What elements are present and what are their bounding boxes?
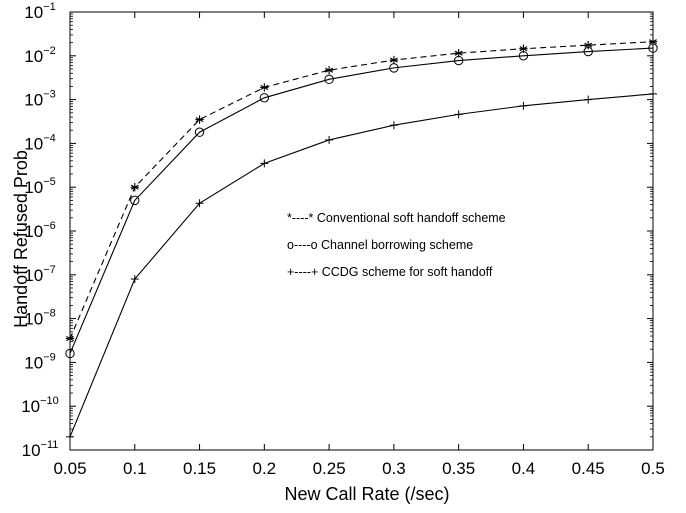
point-channel-borrowing-scheme [324,74,334,85]
point-conventional-soft-handoff-scheme [65,334,75,343]
y-tick-label: 10−6 [24,220,55,241]
point-channel-borrowing-scheme [583,46,593,57]
marker-circle [130,195,140,206]
marker-circle [324,74,334,85]
marker-circle [65,348,75,359]
marker-circle [194,127,205,137]
point-channel-borrowing-scheme [65,348,75,359]
y-tick-label: 10−4 [24,132,55,153]
point-conventional-soft-handoff-scheme [584,40,593,50]
point-ccdg-scheme-for-soft-handoff [66,432,74,441]
point-channel-borrowing-scheme [130,195,140,206]
point-channel-borrowing-scheme [194,127,205,137]
marker-circle [648,43,658,53]
plot-area: 0.05 0.1 0.15 0.2 0.25 0.3 0.35 0.4 0.45 0.510−11… [21,1,665,478]
legend-entry-channel-borrowing-scheme: o----o Channel borrowing scheme [287,238,473,252]
marker-circle [259,93,270,103]
legend-entry-ccdg-scheme-for-soft-handoff: +----+ CCDG scheme for soft handoff [287,265,493,279]
marker-circle [389,63,399,73]
y-tick-label: 10−1 [24,1,55,22]
y-tick-label: 10−2 [24,45,55,66]
legend-entry-conventional-soft-handoff-scheme: *----* Conventional soft handoff scheme [287,211,506,225]
point-conventional-soft-handoff-scheme [130,183,139,192]
point-conventional-soft-handoff-scheme [260,83,269,92]
point-conventional-soft-handoff-scheme [324,65,334,75]
x-tick-label: 0.2 [253,459,277,478]
point-ccdg-scheme-for-soft-handoff [389,121,398,130]
y-tick-label: 10−11 [22,439,59,460]
point-conventional-soft-handoff-scheme [389,55,399,65]
x-axis-label: New Call Rate (/sec) [284,484,449,504]
point-channel-borrowing-scheme [259,93,270,103]
y-tick-label: 10−10 [21,395,59,416]
x-tick-label: 0.3 [382,459,406,478]
y-tick-label: 10−3 [24,89,55,110]
point-ccdg-scheme-for-soft-handoff [325,135,334,144]
series-line-conventional-soft-handoff-scheme [69,41,654,339]
point-ccdg-scheme-for-soft-handoff [130,275,139,284]
x-tick-label: 0.35 [442,459,475,478]
point-ccdg-scheme-for-soft-handoff [260,159,269,168]
x-tick-label: 0.25 [313,459,346,478]
x-tick-label: 0.05 [53,459,86,478]
x-tick-label: 0.4 [512,459,536,478]
point-conventional-soft-handoff-scheme [195,115,204,124]
series-line-channel-borrowing-scheme [69,47,654,354]
point-ccdg-scheme-for-soft-handoff [584,95,593,104]
point-channel-borrowing-scheme [518,51,529,61]
point-channel-borrowing-scheme [648,43,658,53]
y-axis-label: Handoff Refused Prob [11,150,31,328]
x-tick-label: 0.1 [123,459,147,478]
point-ccdg-scheme-for-soft-handoff [519,101,528,110]
x-tick-label: 0.15 [183,459,216,478]
point-channel-borrowing-scheme [389,63,399,73]
marker-circle [453,55,464,66]
y-tick-label: 10−9 [24,351,55,372]
series-line-ccdg-scheme-for-soft-handoff [69,93,654,438]
x-tick-label: 0.45 [572,459,605,478]
point-channel-borrowing-scheme [453,55,464,66]
x-tick-label: 0.5 [641,459,665,478]
point-ccdg-scheme-for-soft-handoff [195,199,204,208]
marker-circle [518,51,529,61]
point-ccdg-scheme-for-soft-handoff [649,89,657,98]
marker-circle [583,46,593,57]
y-tick-label: 10−8 [24,308,55,329]
point-conventional-soft-handoff-scheme [519,44,528,53]
axes-box [69,11,654,451]
y-tick-label: 10−5 [24,176,55,197]
y-tick-label: 10−7 [24,264,55,285]
point-conventional-soft-handoff-scheme [648,37,658,46]
point-ccdg-scheme-for-soft-handoff [454,110,463,119]
